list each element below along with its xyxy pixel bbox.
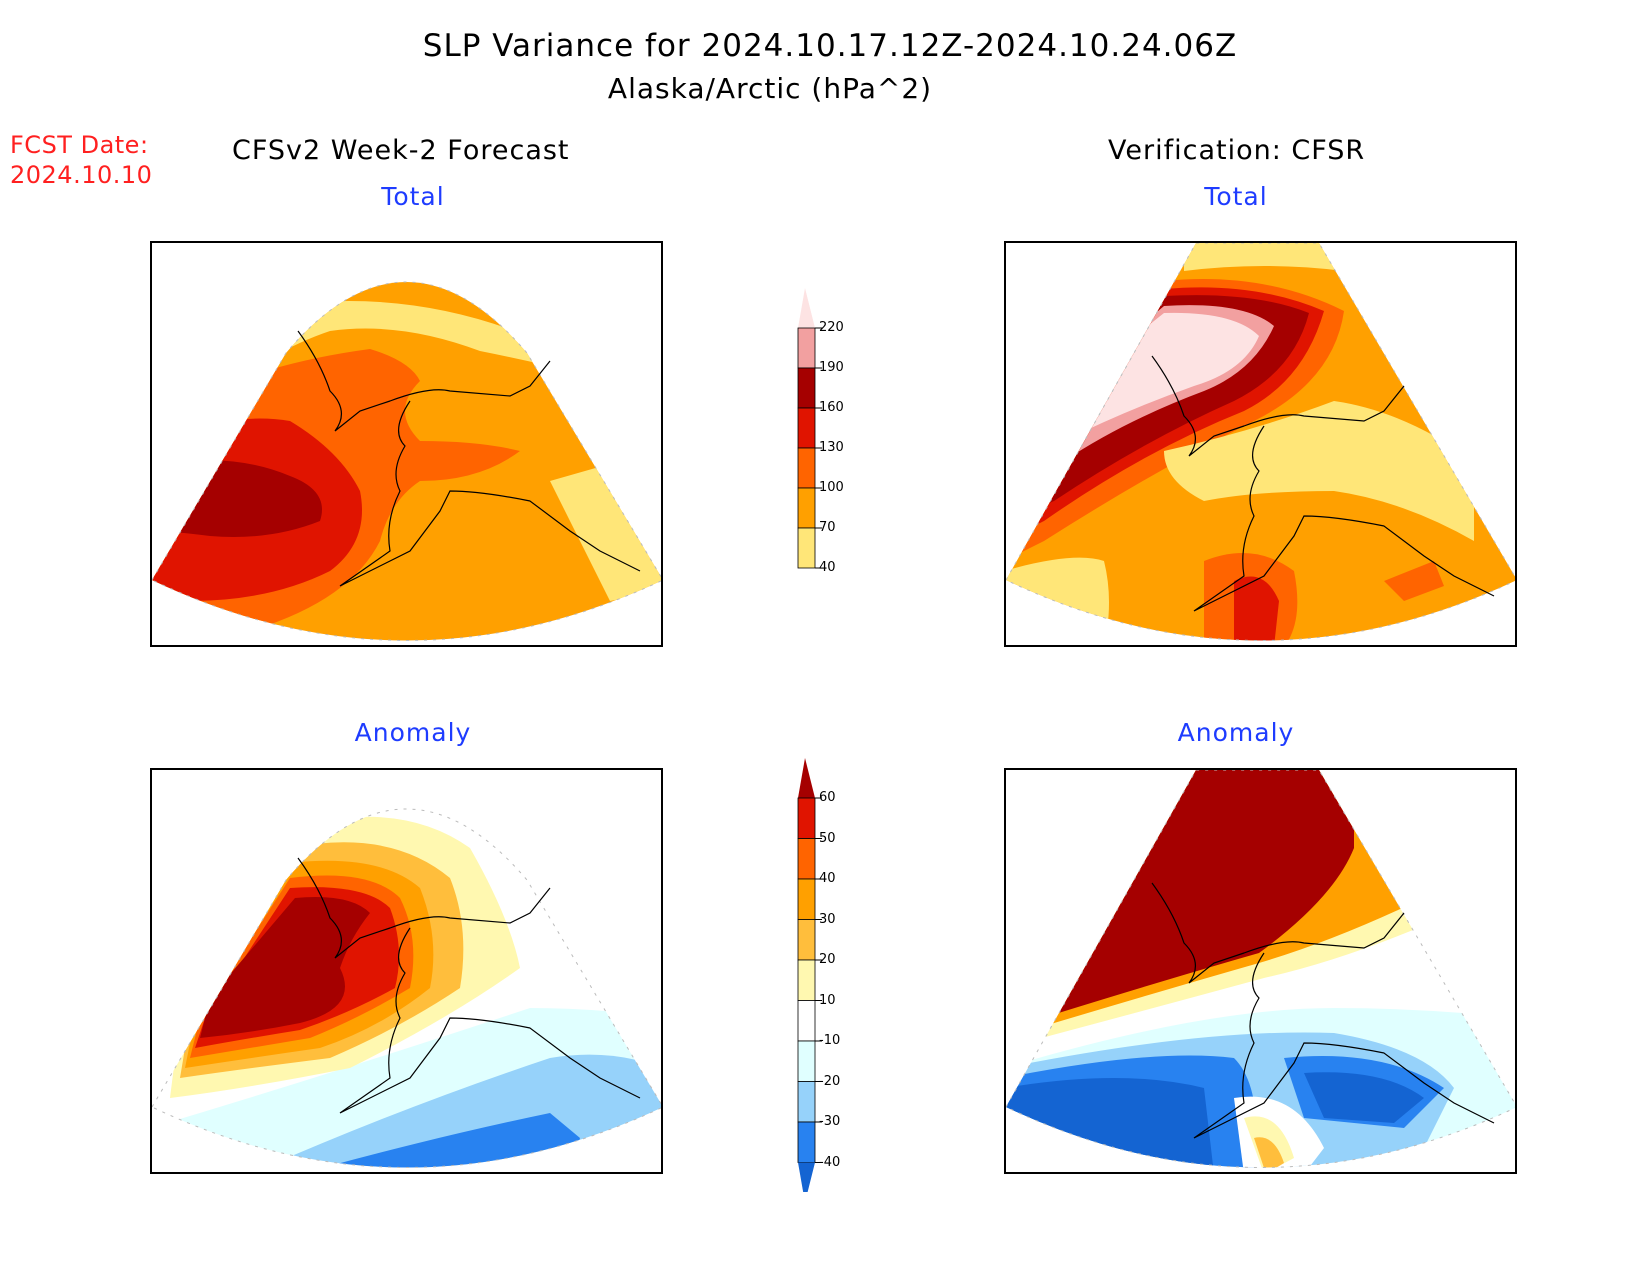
colorbar-label: 20 — [819, 952, 836, 967]
map-forecast-total-svg — [150, 241, 663, 647]
colorbar-label: 40 — [819, 560, 836, 575]
map-verification-total — [1004, 241, 1517, 647]
colorbar-label: 130 — [819, 440, 844, 455]
chart-title: SLP Variance for 2024.10.17.12Z-2024.10.… — [422, 28, 1238, 64]
colorbar-swatch — [797, 447, 816, 489]
colorbar-label: 30 — [819, 911, 836, 927]
band-100-130-se — [1384, 561, 1444, 601]
colorbar-swatch — [797, 797, 816, 839]
coastline — [297, 857, 641, 1114]
band-20-30-south — [1254, 1137, 1284, 1168]
colorbar-top-arrow — [798, 758, 815, 798]
colorbar-swatch — [797, 919, 816, 961]
colorbar-label: 50 — [819, 830, 836, 846]
colorbar-total-svg — [797, 288, 822, 569]
map-frame — [1004, 768, 1517, 1174]
colorbar-anomaly: 60 50 40 30 20 10 -10 -20 -30 -40 — [795, 752, 855, 1192]
coastline — [1151, 882, 1495, 1139]
colorbar-label: -40 — [819, 1154, 841, 1170]
colorbar-swatch — [797, 1121, 816, 1163]
colorbar-bottom-arrow — [798, 1162, 815, 1192]
band-above-60 — [200, 897, 370, 1038]
colorbar-swatch — [797, 367, 816, 409]
panel-title-forecast-total: Total — [381, 182, 445, 211]
grid-lines — [151, 281, 663, 641]
colorbar-label: 100 — [819, 480, 844, 495]
map-forecast-total — [150, 241, 663, 647]
colorbar-swatch — [797, 838, 816, 880]
colorbar-top-arrow — [798, 288, 815, 328]
colorbar-swatch — [797, 878, 816, 920]
fcst-date-label: FCST Date: — [10, 131, 149, 159]
band-130-160-south — [1234, 576, 1279, 641]
colorbar-label: -10 — [819, 1033, 841, 1048]
panel-title-forecast-anomaly: Anomaly — [354, 718, 472, 747]
map-verification-anomaly — [1004, 768, 1517, 1174]
map-verification-total-svg — [1004, 241, 1517, 647]
column-title-forecast: CFSv2 Week-2 Forecast — [232, 135, 570, 166]
colorbar-swatch — [797, 1000, 816, 1042]
colorbar-anomaly-svg — [797, 758, 822, 1192]
map-verification-anomaly-svg — [1004, 768, 1517, 1174]
band-40-70-center — [1164, 401, 1474, 541]
panel-title-verification-total: Total — [1204, 182, 1268, 211]
colorbar-label: -30 — [819, 1114, 841, 1129]
grid-lines — [1005, 242, 1517, 641]
colorbar-swatch — [797, 1081, 816, 1123]
coastline — [1151, 355, 1495, 612]
colorbar-label: 40 — [819, 871, 836, 886]
band-40-70-north — [1184, 243, 1344, 271]
colorbar-swatch — [797, 487, 816, 529]
colorbar-swatch — [797, 959, 816, 1001]
colorbar-label: 70 — [819, 520, 836, 535]
grid-lines — [1005, 769, 1517, 1168]
colorbar-label: 60 — [819, 790, 836, 805]
colorbar-swatch — [797, 407, 816, 449]
colorbar-swatch — [797, 327, 816, 369]
map-frame — [150, 768, 663, 1174]
colorbar-label: 220 — [819, 320, 844, 335]
coastline — [297, 330, 641, 587]
map-frame — [150, 241, 663, 647]
colorbar-label: 10 — [819, 992, 836, 1008]
colorbar-label: -20 — [819, 1073, 841, 1089]
colorbar-total: 220 190 160 130 100 70 40 — [795, 283, 855, 608]
map-forecast-anomaly-svg — [150, 768, 663, 1174]
band-above-60 — [1006, 770, 1354, 1030]
column-title-verification: Verification: CFSR — [1108, 135, 1366, 166]
colorbar-swatch — [797, 1040, 816, 1082]
colorbar-label: 160 — [819, 400, 844, 415]
colorbar-label: 190 — [819, 360, 844, 375]
panel-title-verification-anomaly: Anomaly — [1177, 718, 1295, 747]
grid-lines — [151, 808, 663, 1168]
chart-subtitle: Alaska/Arctic (hPa^2) — [607, 72, 933, 105]
colorbar-swatch — [797, 527, 816, 569]
map-forecast-anomaly — [150, 768, 663, 1174]
map-frame — [1004, 241, 1517, 647]
fcst-date-value: 2024.10.10 — [10, 161, 153, 189]
